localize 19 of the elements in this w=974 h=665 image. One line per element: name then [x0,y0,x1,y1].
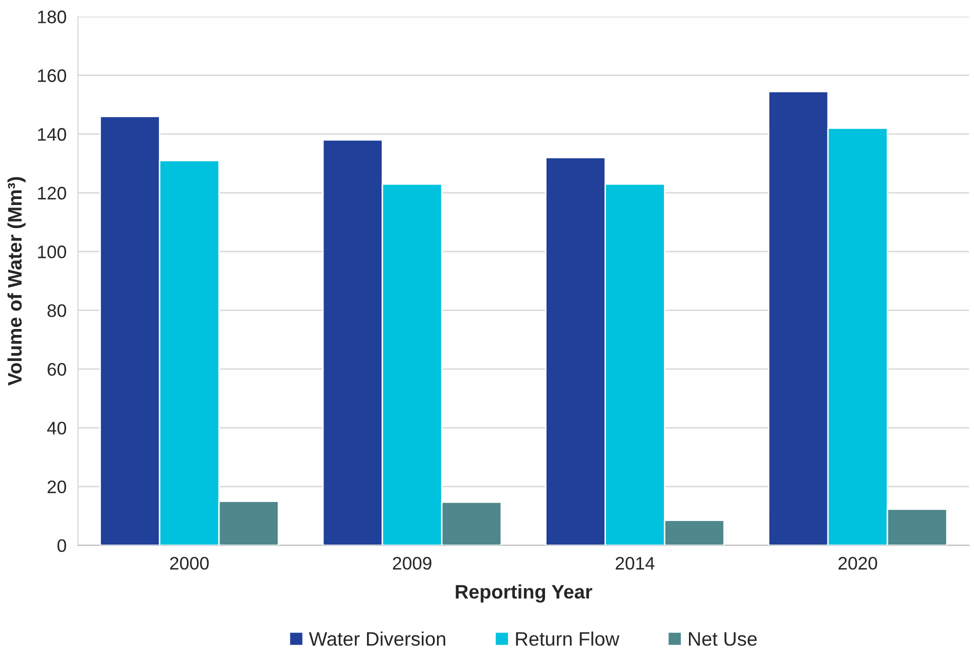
y-tick-label: 0 [57,539,66,552]
y-tick-label: 120 [38,186,66,200]
x-axis-title: Reporting Year [456,584,592,603]
y-tick-label: 40 [47,422,66,435]
y-tick-label: 80 [48,304,66,318]
y-tick-label: 180 [38,10,66,24]
x-tick-label: 2000 [170,556,209,570]
y-tick-label: 140 [38,128,66,141]
x-tick-label: 2009 [392,556,432,570]
legend-label: Return Flow [516,632,620,646]
y-tick-label: 20 [48,480,66,494]
y-tick-label: 160 [38,69,66,82]
x-tick-label: 2020 [838,556,878,570]
x-tick-label: 2014 [616,556,654,570]
legend-label: Net Use [688,632,757,646]
y-axis-title: Volume of Water (Mm³) [7,177,26,386]
y-tick-label: 100 [38,246,66,258]
y-tick-label: 60 [48,363,66,376]
legend-label: Water Diversion [308,632,446,646]
